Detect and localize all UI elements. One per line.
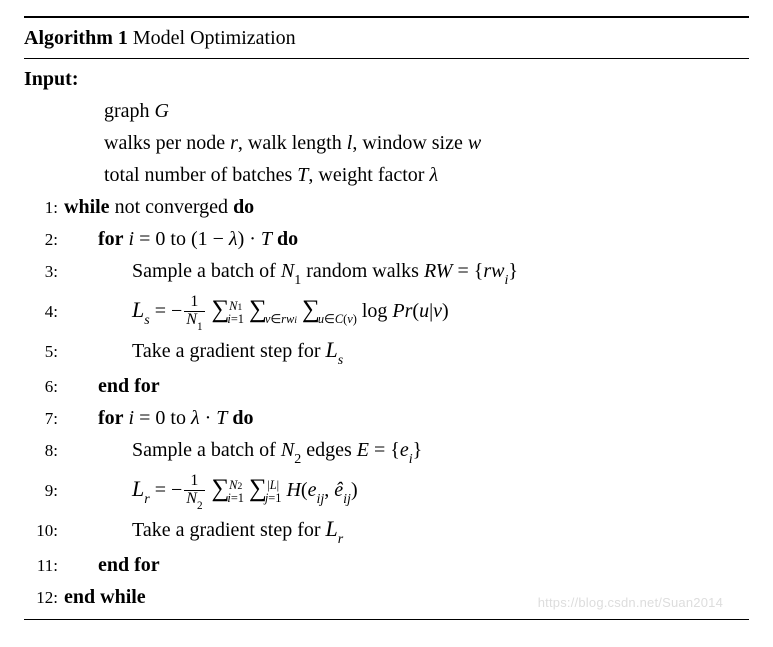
input-label: Input: [24,63,749,95]
line-number: 4: [24,298,64,325]
algo-line-5: 5: Take a gradient step for Ls [24,332,749,370]
algorithm-title: Model Optimization [133,27,296,49]
top-rule [24,16,749,18]
algo-line-4: 4: Ls = −1N1 ∑N1i=1 ∑ v∈rwi ∑ u∈C(v) log… [24,290,749,331]
line-number: 8: [24,437,64,464]
input-line-2: walks per node r, walk length l, window … [24,127,749,159]
algo-line-1: 1: while not converged do [24,191,749,223]
line-number: 12: [24,584,64,611]
line-number: 5: [24,338,64,365]
algo-line-6: 6: end for [24,370,749,402]
bottom-rule [24,619,749,620]
algo-line-11: 11: end for [24,549,749,581]
line-number: 3: [24,258,64,285]
algo-line-7: 7: for i = 0 to λ · T do [24,402,749,434]
line-number: 10: [24,517,64,544]
algorithm-number: Algorithm 1 [24,27,128,49]
mid-rule [24,58,749,59]
line-number: 1: [24,194,64,221]
line-number: 2: [24,226,64,253]
line-number: 6: [24,373,64,400]
input-line-1: graph G [24,95,749,127]
algo-line-10: 10: Take a gradient step for Lr [24,511,749,549]
line-number: 7: [24,405,64,432]
algo-line-3: 3: Sample a batch of N1 random walks RW … [24,255,749,290]
watermark-text: https://blog.csdn.net/Suan2014 [538,593,723,614]
input-line-3: total number of batches T, weight factor… [24,159,749,191]
algo-line-2: 2: for i = 0 to (1 − λ) · T do [24,223,749,255]
algo-line-8: 8: Sample a batch of N2 edges E = {ei} [24,434,749,469]
algo-line-9: 9: Lr = −1N2 ∑N2i=1 ∑|L|j=1 H(eij, êij) [24,469,749,510]
algorithm-title-line: Algorithm 1 Model Optimization [24,20,749,56]
line-number: 11: [24,552,64,579]
line-number: 9: [24,477,64,504]
